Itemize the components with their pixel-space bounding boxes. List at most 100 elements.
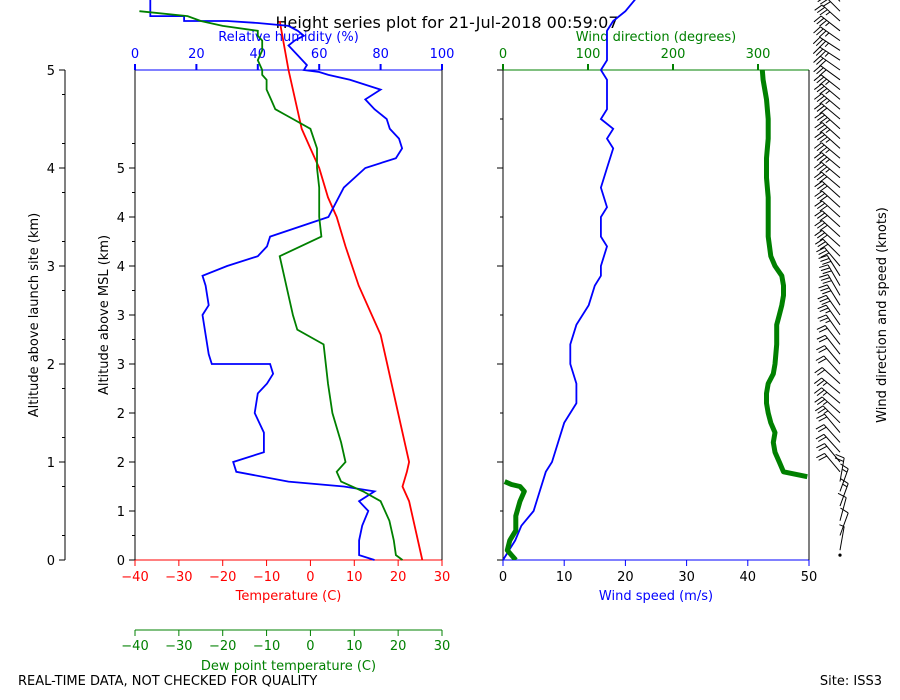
- wind-barb-staff: [820, 65, 841, 81]
- relative-humidity-line: [149, 0, 404, 561]
- wind-barb-feather: [819, 117, 828, 124]
- wind-barb-staff: [826, 284, 841, 306]
- wind-barb-feather: [818, 426, 827, 433]
- wind-barb-half-feather: [842, 483, 848, 488]
- wind-barb-half-feather: [825, 22, 830, 27]
- wind-barb-feather: [816, 67, 824, 75]
- humidity-tick-label: 100: [430, 47, 455, 62]
- wind-barb-staff: [820, 26, 841, 42]
- wind-barb-feather: [813, 152, 822, 159]
- wind-barb-feather: [814, 180, 823, 188]
- wind-barb-feather: [812, 46, 821, 54]
- wind-barb-feather: [816, 114, 826, 121]
- wind-speed-tick-label: 50: [801, 570, 818, 585]
- wind-barb-feather: [816, 154, 825, 161]
- wind-speed-tick-label: 0: [499, 570, 507, 585]
- altitude-msl-tick-label: 2: [117, 407, 125, 422]
- wind-barb-feather: [812, 36, 821, 45]
- wind-barb-feather: [818, 327, 828, 333]
- altitude-msl-tick-label: 4: [117, 211, 125, 226]
- wind-direction-tick-label: 300: [746, 47, 771, 62]
- wind-barb-staff: [821, 210, 841, 228]
- wind-barb-feather: [815, 38, 824, 47]
- wind-barb-feather: [813, 171, 822, 179]
- site-label: Site: ISS3: [819, 674, 882, 689]
- wind-barb-feather: [816, 76, 825, 84]
- wind-barb-feather: [814, 396, 823, 403]
- wind-barb-feather: [818, 59, 827, 67]
- wind-barb-staff: [827, 264, 841, 286]
- wind-barb-feather: [819, 146, 828, 154]
- wind-barb-feather: [819, 107, 828, 115]
- temperature-tick-label: 0: [306, 570, 314, 585]
- wind-barb-staff: [822, 405, 841, 424]
- wind-barb-staff: [820, 55, 841, 71]
- wind-barb-feather: [816, 379, 825, 387]
- wind-barb-feather: [814, 4, 823, 11]
- wind-barb-half-feather: [824, 52, 830, 57]
- wind-barb-half-feather: [825, 11, 831, 16]
- wind-barb-feather: [817, 294, 827, 300]
- wind-barb-feather: [822, 1, 831, 8]
- wind-barb-feather: [820, 277, 830, 281]
- wind-barb-feather: [840, 463, 849, 470]
- wind-speed-tick-label: 30: [678, 570, 695, 585]
- wind-barb-feather: [816, 232, 826, 239]
- dewpoint-tick-label: −10: [253, 639, 280, 654]
- altitude-msl-tick-label: 1: [117, 505, 125, 520]
- wind-barb-staff: [825, 314, 841, 335]
- dewpoint-tick-label: 10: [346, 639, 363, 654]
- wind-barb-feather: [818, 249, 828, 255]
- wind-direction-tick-label: 100: [576, 47, 601, 62]
- wind-barb-feather: [822, 290, 832, 295]
- wind-barb-feather: [819, 234, 828, 241]
- wind-barb-staff: [821, 180, 841, 198]
- wind-barb-half-feather: [824, 42, 830, 48]
- humidity-tick-label: 80: [372, 47, 389, 62]
- wind-barb-staff: [824, 413, 841, 433]
- wind-barb-staff: [822, 238, 841, 257]
- altitude-site-tick-label: 3: [47, 260, 55, 275]
- wind-barb-feather: [816, 144, 825, 152]
- altitude-site-axis-title: Altitude above launch site (km): [27, 213, 42, 417]
- humidity-axis-title: Relative humidity (%): [218, 30, 359, 45]
- wind-barb-staff: [821, 4, 841, 22]
- wind-barb-feather: [819, 215, 828, 222]
- wind-barb-staff: [824, 443, 841, 463]
- wind-barb-feather: [816, 6, 826, 14]
- wind-barb-staff: [821, 142, 841, 159]
- wind-barb-feather: [816, 325, 826, 330]
- wind-barb-feather: [817, 0, 822, 3]
- wind-barb-feather: [815, 48, 824, 56]
- altitude-msl-axis-title: Altitude above MSL (km): [97, 235, 112, 395]
- wind-barb-half-feather: [825, 158, 830, 163]
- wind-barb-staff: [821, 112, 841, 130]
- wind-barb-staff: [819, 36, 841, 51]
- wind-barb-staff: [820, 15, 841, 32]
- temperature-tick-label: −40: [121, 570, 148, 585]
- wind-barb-calm: [838, 553, 842, 557]
- wind-barb-half-feather: [822, 401, 828, 406]
- wind-barb-feather: [817, 314, 827, 319]
- wind-barb-feather: [813, 83, 822, 90]
- wind-barb-feather: [814, 131, 823, 139]
- wind-barb-feather: [819, 19, 827, 27]
- wind-barb-staff: [828, 0, 841, 12]
- wind-barb-staff: [821, 103, 841, 120]
- wind-barb-feather: [821, 300, 831, 306]
- wind-barb-feather: [817, 407, 826, 414]
- wind-speed-tick-label: 40: [740, 570, 757, 585]
- wind-barb-half-feather: [822, 382, 828, 387]
- wind-barb-feather: [818, 284, 828, 289]
- wind-barb-feather: [819, 126, 828, 133]
- wind-barb-feather: [820, 267, 830, 272]
- wind-barb-feather: [822, 270, 832, 275]
- wind-barb-staff: [821, 387, 841, 404]
- wind-barb-staff: [823, 434, 841, 453]
- wind-barb-staff: [827, 274, 841, 296]
- altitude-site-tick-label: 5: [47, 64, 55, 79]
- wind-barb-feather: [818, 436, 827, 442]
- wind-barb-staff: [839, 483, 849, 507]
- wind-barb-feather: [818, 50, 827, 58]
